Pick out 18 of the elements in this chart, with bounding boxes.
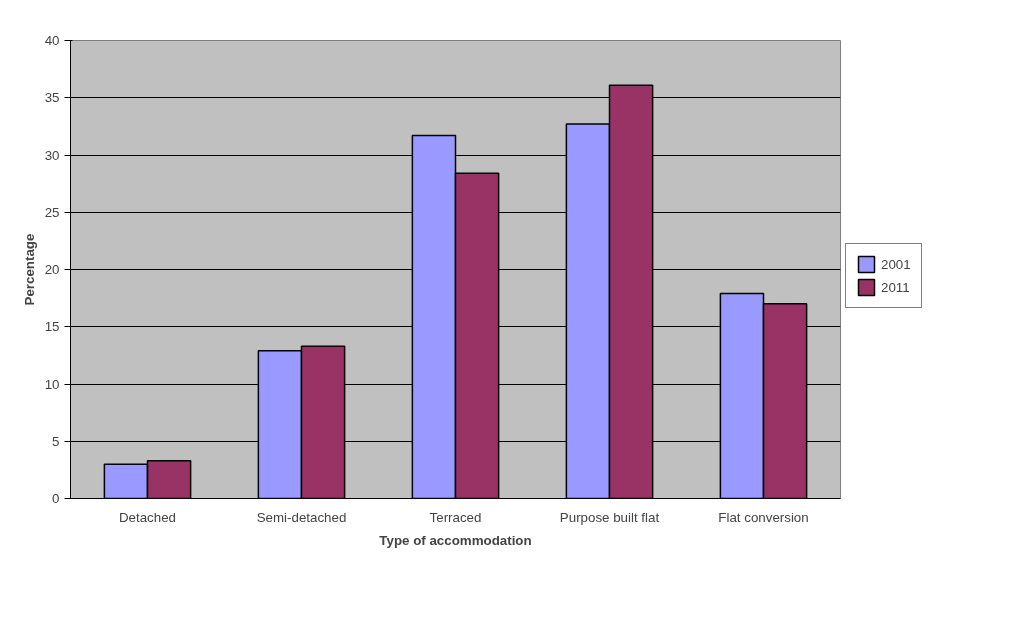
y-tick-label: 15 (44, 319, 60, 335)
x-tick-label: Terraced (429, 509, 482, 525)
y-tick-label: 0 (52, 491, 60, 506)
y-tick-label: 20 (44, 262, 60, 277)
y-tick-label: 35 (44, 90, 60, 106)
y-tick-label: 5 (52, 433, 60, 449)
y-axis-title: Percentage (21, 233, 37, 306)
legend-label: 2011 (881, 279, 910, 295)
y-tick-label: 10 (44, 376, 60, 392)
y-tick-label: 30 (44, 147, 60, 163)
y-tick-label: 40 (44, 33, 60, 48)
x-tick-label: Flat conversion (718, 509, 809, 525)
legend-label: 2001 (881, 256, 911, 272)
x-axis-title: Type of accommodation (379, 532, 532, 548)
x-tick-label: Semi-detached (256, 509, 347, 525)
x-tick-label: Purpose built flat (559, 509, 660, 525)
x-tick-label: Detached (118, 509, 177, 525)
y-tick-label: 25 (44, 204, 60, 220)
